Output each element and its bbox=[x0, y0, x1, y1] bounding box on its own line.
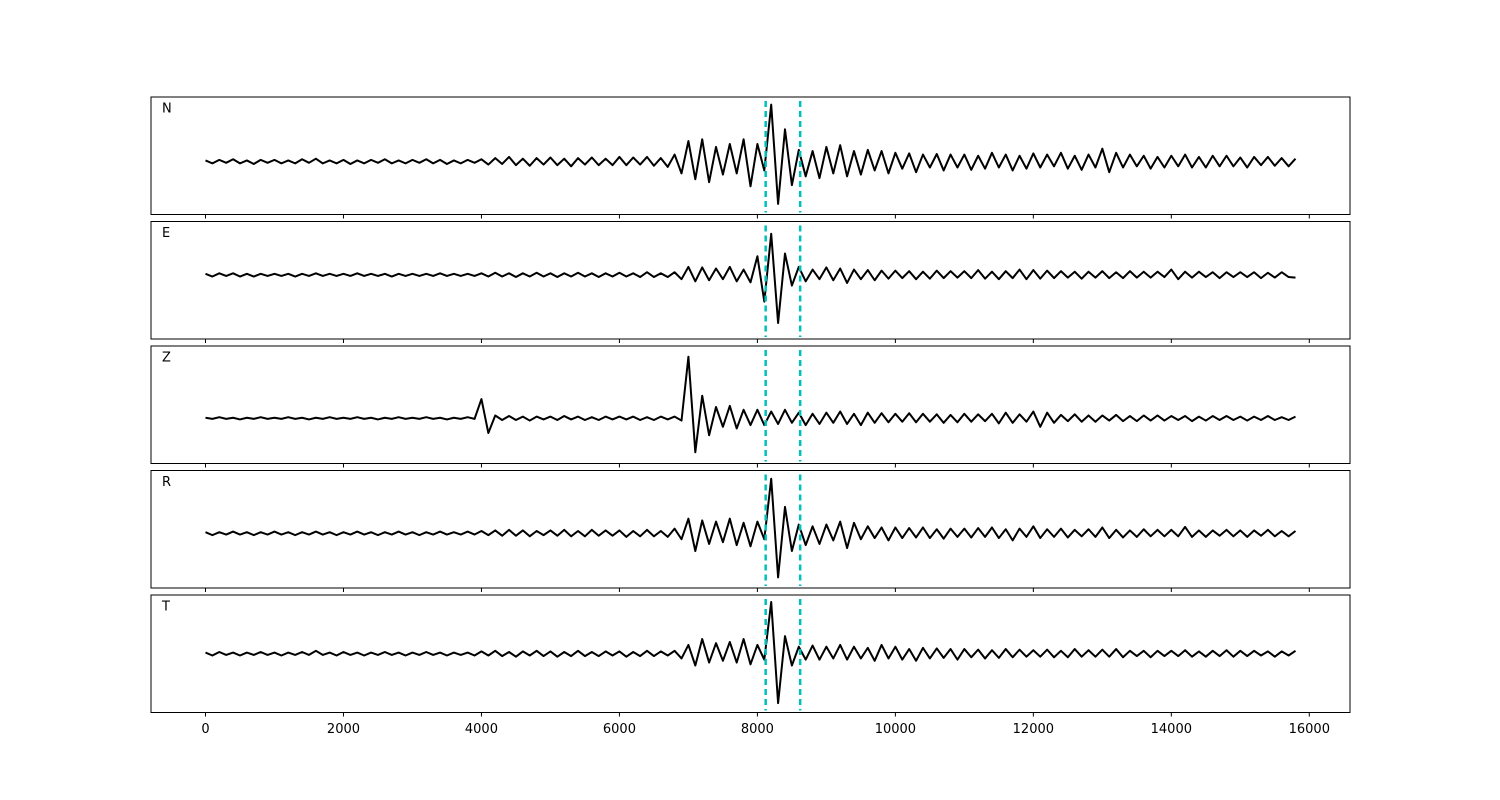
x-tick-label: 16000 bbox=[1289, 722, 1330, 737]
x-tick-label: 10000 bbox=[875, 722, 916, 737]
axes-frame bbox=[150, 470, 1351, 589]
x-tick-label: 4000 bbox=[465, 722, 498, 737]
panel-label: R bbox=[162, 475, 171, 490]
panel-label: E bbox=[162, 226, 170, 241]
subplot: T 0 2000 4000 6000 8000 10000 12000 14000 16000 bbox=[150, 594, 1351, 737]
waveform bbox=[205, 601, 1297, 705]
x-tick-label: 14000 bbox=[1151, 722, 1192, 737]
subplot: E bbox=[150, 221, 1351, 343]
panel-label: N bbox=[162, 102, 172, 117]
plot-area bbox=[151, 470, 1350, 588]
plot-area bbox=[151, 97, 1350, 215]
subplot: N bbox=[150, 96, 1351, 219]
axes-frame bbox=[150, 221, 1351, 340]
x-tick-label: 12000 bbox=[1013, 722, 1054, 737]
waveform bbox=[205, 103, 1297, 205]
axes-frame bbox=[150, 96, 1351, 215]
x-tick-label: 8000 bbox=[741, 722, 774, 737]
plot-area bbox=[151, 346, 1350, 464]
subplot: R bbox=[150, 470, 1351, 592]
panel-label: Z bbox=[162, 351, 171, 366]
axes-frame bbox=[150, 345, 1351, 464]
x-tick-label: 2000 bbox=[327, 722, 360, 737]
waveform bbox=[205, 477, 1297, 579]
waveform bbox=[205, 355, 1296, 454]
x-tick-label: 6000 bbox=[603, 722, 636, 737]
panel-label: T bbox=[161, 600, 170, 615]
subplot: Z bbox=[150, 345, 1351, 468]
axes-frame bbox=[150, 594, 1351, 713]
waveform bbox=[205, 232, 1296, 324]
x-tick-label: 0 bbox=[201, 722, 209, 737]
